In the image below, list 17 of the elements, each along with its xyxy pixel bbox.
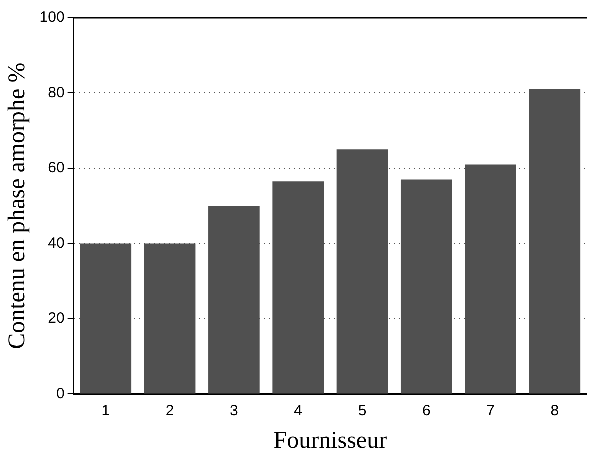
- y-axis-title: Contenu en phase amorphe %: [4, 62, 31, 350]
- y-tick-label: 80: [48, 84, 65, 102]
- x-tick-label: 3: [230, 402, 238, 420]
- x-tick-label: 2: [166, 402, 174, 420]
- y-tick-label: 20: [48, 310, 65, 328]
- bar: [529, 89, 581, 394]
- y-tick-label: 40: [48, 234, 65, 252]
- x-tick-label: 8: [550, 402, 560, 420]
- y-tick-label: 60: [48, 160, 65, 177]
- x-tick-label: 4: [294, 402, 303, 420]
- x-tick-label: 6: [422, 402, 431, 420]
- x-tick-label: 1: [102, 402, 110, 420]
- y-tick-label: 100: [40, 9, 65, 26]
- y-tick-label: 0: [56, 385, 65, 402]
- x-axis-title: Fournisseur: [274, 428, 388, 454]
- x-tick-label: 5: [358, 402, 367, 420]
- x-tick-label: 7: [486, 402, 495, 420]
